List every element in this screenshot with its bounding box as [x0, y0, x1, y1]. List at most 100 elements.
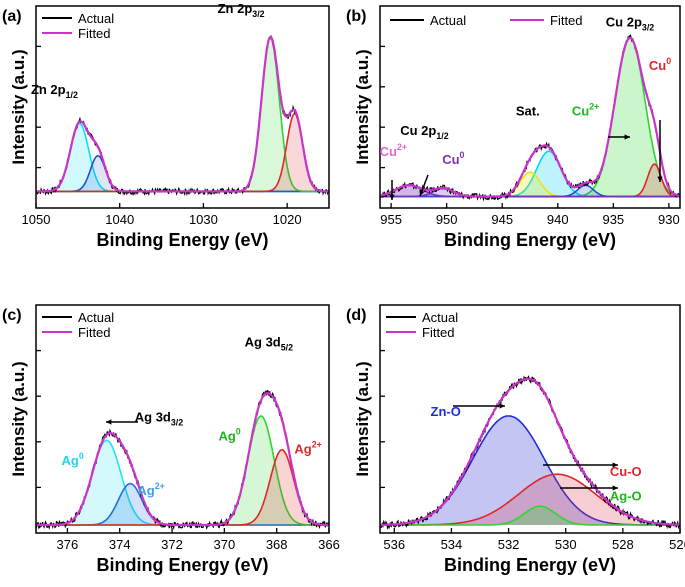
panel-0: 1050 1040 1030 1020 Binding Energy (eV) Inten… [2, 1, 330, 250]
component-fill [36, 440, 329, 525]
cuo-arrow-head [612, 462, 618, 468]
x-tick-label: 530 [555, 537, 577, 552]
peak-annotation: Cu2+ [572, 102, 599, 119]
component-fill [380, 37, 680, 197]
component-fill [380, 188, 680, 197]
peak-annotation: Cu2+ [380, 142, 407, 159]
x-tick-label: 532 [498, 537, 520, 552]
component-fill [380, 474, 680, 525]
axes-frame [35, 304, 330, 534]
component-fill [36, 449, 329, 525]
peak-annotation: Zn 2p3/2 [218, 1, 265, 19]
fitted-series [36, 35, 329, 193]
peak-annotation: Ag2+ [137, 481, 164, 498]
curve-layer [380, 375, 680, 530]
x-tick-label: 366 [318, 537, 340, 552]
panel-3: 536 534 532 530 528 526 Binding Energy (eV) Int… [346, 304, 685, 575]
panel-label: (b) [346, 8, 366, 25]
cu0-left-arrow-head [419, 190, 425, 196]
x-tick-label: 534 [441, 537, 463, 552]
fitted-series [380, 36, 680, 198]
component-fill [36, 37, 329, 192]
curve-layer [36, 389, 329, 531]
peak-annotation: Cu0 [442, 150, 464, 167]
curve-layer [36, 35, 329, 197]
ag3d32-arrow-head [106, 419, 112, 425]
x-tick-label: 940 [547, 212, 569, 227]
component-fill [380, 506, 680, 525]
peak-annotation: Cu-O [610, 464, 642, 479]
y-axis-label: Intensity (a.u.) [353, 49, 372, 164]
component-fill [380, 185, 680, 197]
y-axis-label: Intensity (a.u.) [9, 49, 28, 164]
cu2plus-left-arrow-head [389, 194, 395, 200]
component-fill [380, 172, 680, 197]
legend-label: Actual [422, 310, 458, 325]
x-axis-label: Binding Energy (eV) [96, 555, 268, 575]
peak-annotation: Ag0 [218, 426, 240, 443]
peak-annotation: Ag 3d3/2 [135, 410, 183, 428]
peak-annotation: Cu0 [649, 56, 671, 73]
x-tick-label: 368 [266, 537, 288, 552]
cu2plus-arrow-head [624, 134, 630, 140]
axes-frame [379, 304, 681, 534]
peak-annotation: Zn 2p1/2 [31, 82, 78, 100]
legend-label: Fitted [78, 325, 111, 340]
curve-layer [380, 34, 680, 202]
x-axis-label: Binding Energy (eV) [96, 230, 268, 250]
panel-label: (a) [2, 8, 22, 25]
cu0-arrow-head [657, 176, 663, 182]
component-fill [380, 416, 680, 525]
y-axis-label: Intensity (a.u.) [9, 361, 28, 476]
component-fill [380, 151, 680, 197]
x-tick-label: 1050 [22, 212, 51, 227]
legend-label: Actual [78, 11, 114, 26]
x-tick-label: 935 [602, 212, 624, 227]
peak-annotation: Ag 3d5/2 [245, 334, 293, 352]
component-fill [36, 416, 329, 525]
peak-annotation: Zn-O [431, 404, 461, 419]
fitted-series [36, 391, 329, 527]
x-axis-label: Binding Energy (eV) [444, 555, 616, 575]
x-axis-label: Binding Energy (eV) [444, 230, 616, 250]
zno-arrow-head [499, 403, 505, 409]
x-tick-label: 376 [57, 537, 79, 552]
x-tick-label: 528 [612, 537, 634, 552]
fitted-series [380, 377, 680, 526]
axes-frame [379, 5, 681, 209]
x-tick-label: 945 [491, 212, 513, 227]
peak-annotation: Sat. [516, 104, 540, 119]
component-fill [36, 123, 329, 192]
peak-annotation: Ag0 [61, 451, 83, 468]
x-tick-label: 1040 [105, 212, 134, 227]
peak-annotation: Ag2+ [294, 440, 321, 457]
peak-annotation: Ag-O [610, 489, 642, 504]
component-line [380, 187, 680, 198]
legend-label: Fitted [550, 13, 583, 28]
component-fill [36, 113, 329, 192]
panel-label: (c) [2, 307, 22, 324]
x-tick-label: 950 [436, 212, 458, 227]
ago-arrow-head [612, 485, 618, 491]
legend-label: Fitted [422, 325, 455, 340]
x-tick-label: 372 [161, 537, 183, 552]
x-tick-label: 1030 [189, 212, 218, 227]
axes-frame [35, 5, 330, 209]
x-tick-label: 374 [109, 537, 131, 552]
x-tick-label: 1020 [273, 212, 302, 227]
x-tick-label: 370 [214, 537, 236, 552]
x-tick-label: 930 [658, 212, 680, 227]
x-tick-label: 536 [383, 537, 405, 552]
y-axis-label: Intensity (a.u.) [353, 361, 372, 476]
component-fill [380, 164, 680, 197]
component-line [380, 505, 680, 526]
x-tick-label: 955 [380, 212, 402, 227]
peak-annotation: Cu 2p1/2 [400, 123, 448, 141]
peak-annotation: Cu 2p3/2 [606, 14, 654, 32]
panel-label: (d) [346, 307, 366, 324]
